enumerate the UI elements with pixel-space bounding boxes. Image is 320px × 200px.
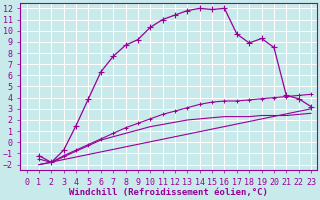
X-axis label: Windchill (Refroidissement éolien,°C): Windchill (Refroidissement éolien,°C) — [69, 188, 268, 197]
